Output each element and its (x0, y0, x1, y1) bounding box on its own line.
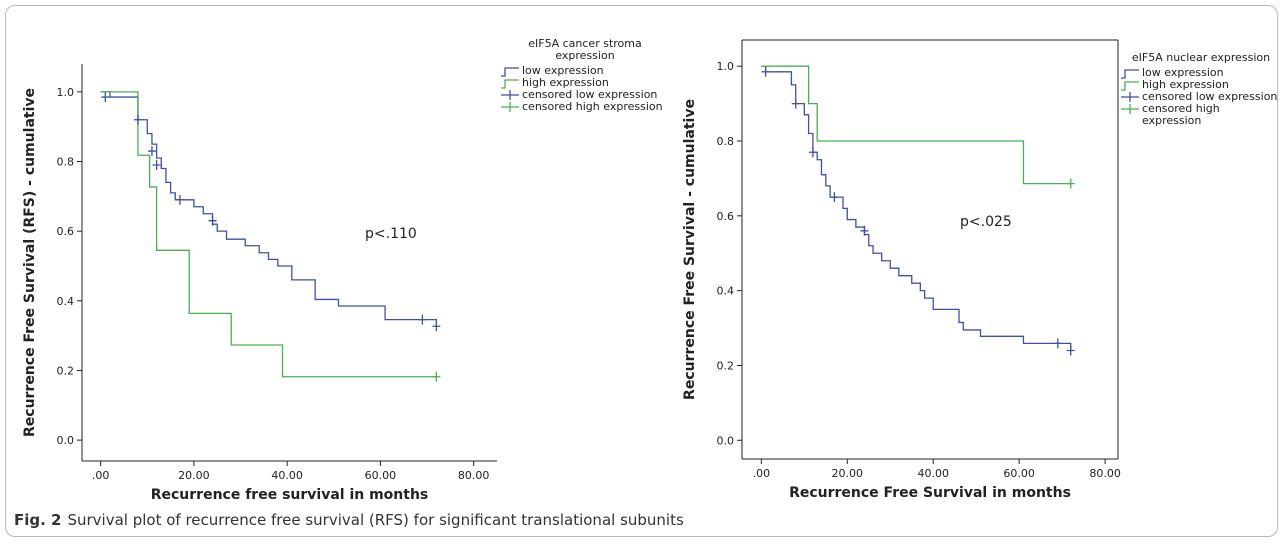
x-tick-label: 80.00 (458, 469, 490, 482)
legend-label: high expression (1142, 78, 1229, 91)
censor-mark (791, 98, 800, 109)
legend-entry: low expression (1120, 67, 1282, 79)
legend-entry: censored low expression (500, 89, 670, 101)
censor-mark (830, 192, 839, 203)
censor-mark (418, 314, 427, 325)
legend-line (1121, 81, 1139, 91)
y-tick-label: 0.6 (717, 210, 735, 223)
censor-mark (860, 225, 869, 236)
figure-frame (5, 5, 1278, 537)
x-axis-title: Recurrence free survival in months (151, 487, 429, 500)
y-tick-label: 0.0 (717, 434, 735, 447)
y-tick-label: 1.0 (57, 86, 75, 99)
censor-mark (152, 159, 161, 170)
y-tick-label: 1.0 (717, 60, 735, 73)
censor-mark (808, 147, 817, 158)
legend-line (501, 79, 519, 89)
x-tick-label: .00 (753, 467, 771, 480)
legend-line (501, 67, 519, 77)
legend-label: censored low expression (1142, 90, 1278, 103)
legend-entry: high expression (500, 77, 670, 89)
caption: Fig. 2 Survival plot of recurrence free s… (14, 511, 684, 529)
x-tick-label: 60.00 (1003, 467, 1035, 480)
legend-label: censored high expression (1142, 102, 1220, 127)
censor-mark (1066, 345, 1075, 356)
charts: 0.0 0.2 0.4 0.6 0.8 1.0 .00 20.00 40.00 60.00 80.0… (22, 39, 1121, 500)
x-tick-label: .00 (92, 469, 110, 482)
legend-label: low expression (1142, 66, 1224, 79)
legend-icon (1121, 81, 1139, 91)
y-tick-label: 0.8 (57, 156, 75, 169)
survival-curve (761, 65, 1071, 185)
caption-label: Fig. 2 (14, 511, 62, 529)
y-axis-title: Recurrence Free Survival - cumulative (682, 99, 698, 400)
censor-mark (1066, 178, 1075, 189)
legend-label: low expression (522, 64, 604, 77)
legend-entry: censored high expression (500, 101, 670, 113)
censor-mark (208, 215, 217, 226)
x-tick-label: 20.00 (178, 469, 210, 482)
annotation: p<.110 (365, 226, 417, 242)
legend-icon (501, 79, 519, 89)
y-axis-title: Recurrence Free Survival (RFS) - cumulat… (22, 88, 38, 437)
legend-plus (501, 90, 519, 100)
x-tick-label: 80.00 (1089, 467, 1121, 480)
survival-curve (100, 91, 437, 378)
legend-icon (501, 90, 519, 100)
legend-plus (1121, 104, 1139, 114)
legend-icon (501, 67, 519, 77)
censor-mark (1053, 338, 1062, 349)
y-tick-label: 0.2 (717, 359, 735, 372)
legend-icon (501, 102, 519, 112)
legend-label: censored high expression (522, 100, 663, 113)
legend-icon (1121, 104, 1139, 114)
censor-mark (101, 92, 110, 103)
censor-mark (175, 194, 184, 205)
legend-entry: high expression (1120, 79, 1282, 91)
y-tick-label: 0.6 (57, 225, 75, 238)
legend: eIF5A nuclear expression low expression hi… (1120, 52, 1282, 127)
censor-mark (147, 146, 156, 157)
legend-entry: censored low expression (1120, 91, 1282, 103)
legend-title: eIF5A cancer stroma expression (528, 37, 642, 62)
censor-mark (432, 371, 441, 382)
y-tick-label: 0.2 (57, 364, 75, 377)
legend-title: eIF5A nuclear expression (1131, 51, 1271, 64)
y-tick-label: 0.8 (717, 135, 735, 148)
x-tick-label: 40.00 (271, 469, 303, 482)
x-tick-label: 60.00 (365, 469, 397, 482)
censor-mark (133, 114, 142, 125)
censor-mark (432, 321, 441, 332)
legend-plus (501, 102, 519, 112)
x-axis-title: Recurrence Free Survival in months (789, 485, 1071, 500)
x-tick-label: 40.00 (917, 467, 949, 480)
caption-text: Survival plot of recurrence free surviva… (67, 511, 684, 529)
survival-curve (761, 65, 1072, 351)
survival-curve (100, 91, 438, 327)
legend-entry: low expression (500, 65, 670, 77)
y-tick-label: 0.0 (57, 434, 75, 447)
legend-line (1121, 69, 1139, 79)
annotation: p<.025 (960, 214, 1012, 230)
censor-mark (761, 66, 770, 77)
legend-icon (1121, 92, 1139, 102)
legend-label: high expression (522, 76, 609, 89)
legend-plus (1121, 92, 1139, 102)
legend: eIF5A cancer stroma expression low expres… (500, 38, 670, 113)
legend-entry: censored high expression (1120, 103, 1282, 127)
y-tick-label: 0.4 (717, 285, 735, 298)
legend-icon (1121, 69, 1139, 79)
x-tick-label: 20.00 (832, 467, 864, 480)
y-tick-label: 0.4 (57, 295, 75, 308)
legend-label: censored low expression (522, 88, 658, 101)
